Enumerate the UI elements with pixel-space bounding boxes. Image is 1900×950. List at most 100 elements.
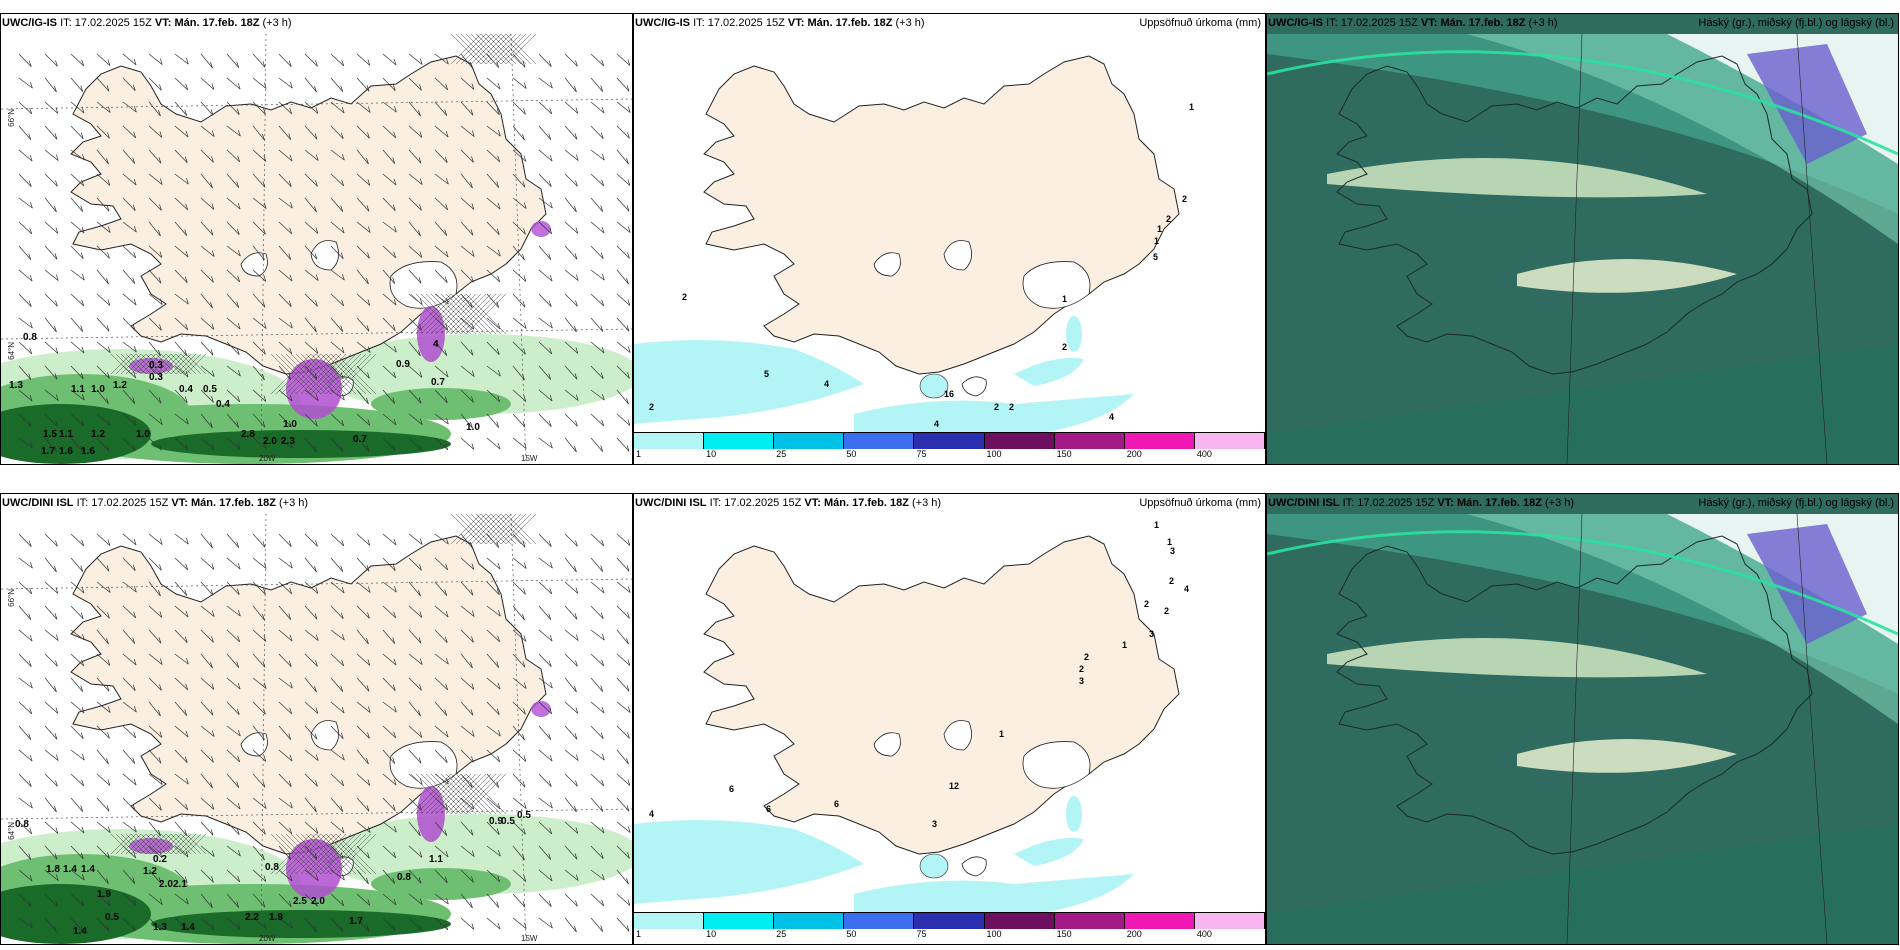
map-value-label: 2.0 — [311, 896, 325, 907]
map-value-label: 6 — [766, 804, 772, 814]
map-value-label: 3 — [1079, 676, 1085, 686]
vt-value: Mán. 17.feb. 18Z — [823, 497, 909, 509]
cloud-map-svg — [1267, 494, 1898, 944]
map-value-label: 0.8 — [265, 862, 279, 873]
wind-panel-row2: UWC/DINI ISL IT: 17.02.2025 15Z VT: Mán.… — [0, 493, 633, 945]
colorbar-segment — [1194, 433, 1265, 449]
colorbar-tick-labels: 1 10 25 50 75 100 150 200 400 — [634, 449, 1265, 461]
map-value-label: 0.8 — [15, 819, 29, 830]
panel-title: Uppsöfnuð úrkoma (mm) — [1139, 17, 1261, 29]
map-value-label: 0.4 — [216, 399, 230, 410]
colorbar-segment — [844, 913, 915, 929]
colorbar-tick: 400 — [1196, 449, 1212, 459]
panel-header: UWC/IG-IS IT: 17.02.2025 15Z VT: Mán. 17… — [2, 15, 628, 31]
map-value-label: 2 — [1009, 402, 1015, 412]
vt-label: VT: — [171, 497, 188, 509]
colorbar-segment — [1054, 433, 1125, 449]
lead-time: (+3 h) — [912, 497, 942, 509]
colorbar-segment — [984, 913, 1055, 929]
map-value-label: 1.0 — [136, 429, 150, 440]
map-value-label: 2.2 — [245, 912, 259, 923]
map-value-label: 1.9 — [269, 912, 283, 923]
panel-header: UWC/IG-IS IT: 17.02.2025 15Z VT: Mán. 17… — [635, 15, 1261, 31]
map-value-label: 2 — [1084, 652, 1090, 662]
axis-label-lat64: 64°N — [7, 342, 16, 360]
map-value-label: 1.5 — [43, 429, 57, 440]
model-name: UWC/IG-IS — [2, 17, 57, 29]
map-value-label: 0.2 — [153, 854, 167, 865]
vt-label: VT: — [1437, 497, 1454, 509]
map-value-label: 1 — [1154, 236, 1160, 246]
map-value-label: 2.3 — [281, 436, 295, 447]
colorbar-tick: 50 — [846, 449, 857, 459]
map-value-label: 1.9 — [97, 889, 111, 900]
map-value-label: 6 — [729, 784, 735, 794]
lead-time: (+3 h) — [895, 17, 925, 29]
colorbar-segment — [914, 433, 985, 449]
map-value-label: 16 — [944, 389, 955, 399]
lead-time: (+3 h) — [262, 17, 292, 29]
map-value-label: 1.4 — [81, 864, 95, 875]
colorbar-tick: 100 — [986, 449, 1002, 459]
map-value-label: 1.6 — [81, 446, 95, 457]
colorbar-segment — [704, 433, 775, 449]
map-value-label: 1.6 — [59, 446, 73, 457]
map-value-label: 2 — [1164, 606, 1170, 616]
map-value-label: 1.8 — [46, 864, 60, 875]
wind-map-svg — [1, 33, 632, 464]
it-label: IT: — [76, 497, 89, 509]
it-label: IT: — [693, 17, 705, 29]
cloud-panel-row1: UWC/IG-IS IT: 17.02.2025 15Z VT: Mán. 17… — [1266, 13, 1899, 465]
colorbar-segment — [984, 433, 1055, 449]
map-value-label: 4 — [934, 419, 940, 429]
map-value-label: 2.5 — [293, 896, 307, 907]
map-value-label: 1.3 — [9, 380, 23, 391]
panel-title: Uppsöfnuð úrkoma (mm) — [1139, 497, 1261, 509]
map-value-label: 0.5 — [203, 384, 217, 395]
axis-label-lat66: 66°N — [7, 109, 16, 127]
map-value-label: 2 — [1169, 576, 1175, 586]
map-value-label: 0.5 — [501, 816, 515, 827]
panel-title: Háský (gr.), miðský (fj.bl.) og lágský (… — [1698, 497, 1894, 509]
map-value-label: 0.8 — [23, 332, 37, 343]
map-value-label: 1.4 — [181, 922, 195, 933]
vt-label: VT: — [804, 497, 821, 509]
map-value-label: 0.5 — [517, 810, 531, 821]
colorbar-segment — [774, 433, 845, 449]
map-value-label: 0.4 — [179, 384, 193, 395]
colorbar-tick-labels: 1 10 25 50 75 100 150 200 400 — [634, 929, 1265, 941]
colorbar-tick: 10 — [706, 929, 717, 939]
map-value-label: 2.0 — [159, 879, 173, 890]
map-value-label: 0.8 — [397, 872, 411, 883]
map-value-label: 3 — [932, 819, 938, 829]
wind-map-svg — [1, 513, 632, 944]
colorbar-tick: 10 — [706, 449, 717, 459]
map-value-label: 0.7 — [431, 377, 445, 388]
map-value-label: 1.0 — [91, 384, 105, 395]
colorbar-tick: 150 — [1056, 449, 1072, 459]
model-name: UWC/DINI ISL — [2, 497, 74, 509]
colorbar-segment — [704, 913, 775, 929]
precip-map-svg — [634, 55, 1180, 434]
colorbar-segment — [1194, 913, 1265, 929]
map-value-label: 4 — [1109, 412, 1115, 422]
lead-time: (+3 h) — [1545, 497, 1575, 509]
map-value-label: 2 — [1062, 342, 1068, 352]
precip-colorbar — [634, 432, 1265, 449]
map-value-label: 1 — [1157, 224, 1163, 234]
map-value-label: 0.9 — [396, 359, 410, 370]
axis-label-lon20: 20W — [259, 934, 276, 943]
map-value-label: 2 — [682, 292, 688, 302]
vt-label: VT: — [154, 17, 172, 29]
map-value-label: 1 — [1167, 537, 1173, 547]
map-value-label: 2 — [1166, 214, 1172, 224]
map-value-label: 1.4 — [73, 926, 87, 937]
axis-label-lat66: 66°N — [7, 589, 16, 607]
panel-header: UWC/DINI ISL IT: 17.02.2025 15Z VT: Mán.… — [2, 495, 628, 511]
vt-value: Mán. 17.feb. 18Z — [190, 497, 276, 509]
colorbar-segment — [774, 913, 845, 929]
map-value-label: 5 — [1153, 252, 1159, 262]
colorbar-tick: 25 — [776, 929, 787, 939]
map-value-label: 2.0 — [263, 436, 277, 447]
precip-map-svg — [634, 535, 1180, 914]
